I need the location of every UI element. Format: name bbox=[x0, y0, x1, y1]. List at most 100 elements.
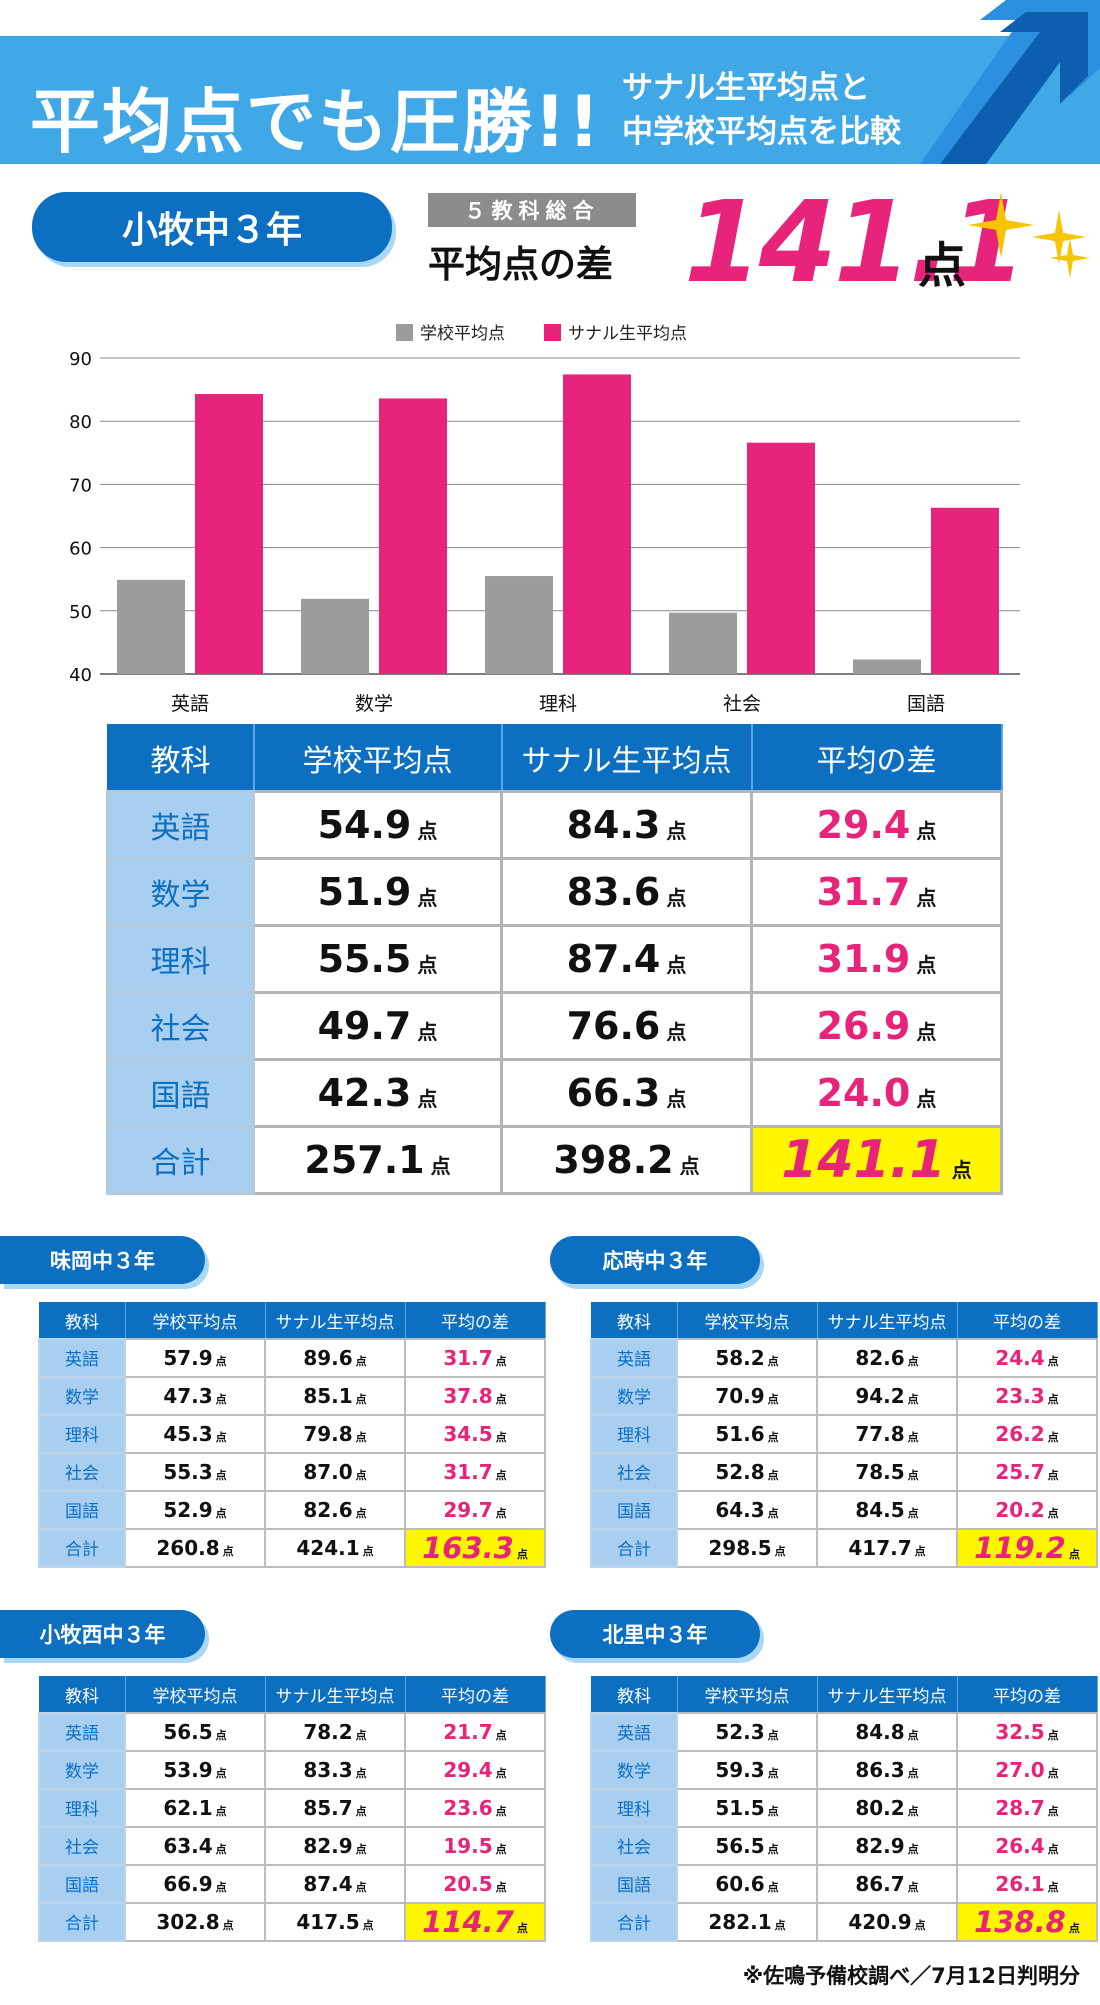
unit-label: 点 bbox=[1047, 1766, 1059, 1780]
unit-label: 点 bbox=[914, 1918, 926, 1932]
school-avg-cell: 59.3 点 bbox=[676, 1749, 818, 1790]
table-row: 国語 42.3 点 66.3 点 24.0 点 bbox=[106, 1057, 1003, 1128]
bar-school-avg bbox=[485, 576, 553, 674]
school-score-table: 教科 学校平均点 サナル生平均点 平均の差 英語 56.5 点 78.2 点 21.7 点数学 53.… bbox=[38, 1676, 546, 1942]
school-badge-label: 応時中３年 bbox=[602, 1249, 708, 1273]
subject-cell: 理科 bbox=[106, 923, 255, 994]
sanaru-avg-cell: 85.1 点 bbox=[264, 1375, 406, 1416]
school-avg-cell: 57.9 点 bbox=[124, 1337, 266, 1378]
y-tick-label: 60 bbox=[69, 539, 92, 560]
subject-cell: 理科 bbox=[38, 1413, 126, 1454]
unit-label: 点 bbox=[1047, 1842, 1059, 1856]
subject-cell: 英語 bbox=[38, 1711, 126, 1752]
diff-cell-value: 23.6 bbox=[443, 1795, 493, 1820]
subject-cell-value: 理科 bbox=[617, 1800, 651, 1820]
subject-cell: 社会 bbox=[106, 990, 255, 1061]
diff-cell-value: 20.2 bbox=[995, 1497, 1045, 1522]
unit-label: 点 bbox=[495, 1506, 507, 1520]
sanaru-avg-cell: 78.5 点 bbox=[816, 1451, 958, 1492]
school-avg-cell: 52.3 点 bbox=[676, 1711, 818, 1752]
unit-label: 点 bbox=[222, 1918, 234, 1932]
unit-label: 点 bbox=[417, 1019, 438, 1044]
sanaru-avg-cell-value: 85.7 bbox=[303, 1795, 353, 1820]
subject-cell-value: 社会 bbox=[617, 1464, 651, 1484]
unit-label: 点 bbox=[951, 1157, 972, 1182]
school-avg-cell-value: 45.3 bbox=[163, 1421, 213, 1446]
diff-cell: 114.7 点 bbox=[404, 1901, 546, 1942]
diff-cell-value: 31.7 bbox=[443, 1459, 493, 1484]
diff-cell: 34.5 点 bbox=[404, 1413, 546, 1454]
subject-cell-value: 理科 bbox=[150, 944, 211, 980]
table-row: 理科 51.6 点 77.8 点 26.2 点 bbox=[590, 1413, 1098, 1454]
school-avg-cell: 62.1 点 bbox=[124, 1787, 266, 1828]
subject-cell-value: 国語 bbox=[150, 1078, 211, 1114]
bar-sanaru-avg bbox=[379, 398, 447, 674]
diff-caption: ５教科総合 bbox=[428, 193, 636, 227]
unit-label: 点 bbox=[417, 818, 438, 843]
subject-cell: 合計 bbox=[38, 1901, 126, 1942]
sanaru-avg-cell: 78.2 点 bbox=[264, 1711, 406, 1752]
sanaru-avg-cell-value: 84.3 bbox=[566, 802, 661, 847]
school-avg-cell-value: 63.4 bbox=[163, 1833, 213, 1858]
unit-label: 点 bbox=[914, 1544, 926, 1558]
sanaru-avg-cell-value: 77.8 bbox=[855, 1421, 905, 1446]
subject-cell: 英語 bbox=[38, 1337, 126, 1378]
x-tick-label: 社会 bbox=[723, 693, 761, 715]
x-tick-label: 国語 bbox=[907, 693, 945, 715]
col-header-subject: 教科 bbox=[590, 1302, 678, 1339]
school-avg-cell: 54.9 点 bbox=[252, 789, 503, 860]
unit-label: 点 bbox=[215, 1842, 227, 1856]
sanaru-avg-cell: 87.0 点 bbox=[264, 1451, 406, 1492]
subject-cell-value: 数学 bbox=[65, 1388, 99, 1408]
subject-cell-value: 理科 bbox=[65, 1426, 99, 1446]
subject-cell-value: 数学 bbox=[65, 1762, 99, 1782]
bar-school-avg bbox=[301, 598, 369, 674]
y-tick-label: 80 bbox=[69, 412, 92, 433]
diff-total-unit: 点 bbox=[918, 238, 967, 294]
sanaru-avg-cell-value: 94.2 bbox=[855, 1383, 905, 1408]
subject-cell-value: 英語 bbox=[617, 1724, 651, 1744]
table-row: 社会 49.7 点 76.6 点 26.9 点 bbox=[106, 990, 1003, 1061]
unit-label: 点 bbox=[1047, 1506, 1059, 1520]
school-avg-cell: 51.9 点 bbox=[252, 856, 503, 927]
unit-label: 点 bbox=[666, 885, 687, 910]
unit-label: 点 bbox=[215, 1468, 227, 1482]
unit-label: 点 bbox=[767, 1842, 779, 1856]
diff-cell: 28.7 点 bbox=[956, 1787, 1098, 1828]
table-total-row: 合計 282.1 点 420.9 点 138.8 点 bbox=[590, 1901, 1098, 1942]
unit-label: 点 bbox=[679, 1153, 700, 1178]
unit-label: 点 bbox=[1047, 1392, 1059, 1406]
table-row: 英語 58.2 点 82.6 点 24.4 点 bbox=[590, 1337, 1098, 1378]
school-avg-cell-value: 59.3 bbox=[715, 1757, 765, 1782]
table-header-row: 教科 学校平均点 サナル生平均点 平均の差 bbox=[590, 1676, 1098, 1713]
school-score-table: 教科 学校平均点 サナル生平均点 平均の差 英語 52.3 点 84.8 点 32.5 点数学 59.… bbox=[590, 1676, 1098, 1942]
school-avg-cell: 302.8 点 bbox=[124, 1901, 266, 1942]
unit-label: 点 bbox=[666, 1086, 687, 1111]
school-badge-label: 味岡中３年 bbox=[50, 1249, 155, 1273]
diff-cell-value: 26.9 bbox=[816, 1003, 911, 1048]
sanaru-avg-cell-value: 83.6 bbox=[566, 869, 661, 914]
subject-cell: 合計 bbox=[38, 1527, 126, 1568]
col-header-school-avg: 学校平均点 bbox=[124, 1676, 266, 1713]
unit-label: 点 bbox=[495, 1354, 507, 1368]
subject-cell-value: 英語 bbox=[617, 1350, 651, 1370]
diff-cell-value: 28.7 bbox=[995, 1795, 1045, 1820]
school-avg-cell: 52.9 点 bbox=[124, 1489, 266, 1530]
school-avg-cell: 56.5 点 bbox=[124, 1711, 266, 1752]
unit-label: 点 bbox=[495, 1842, 507, 1856]
diff-cell: 25.7 点 bbox=[956, 1451, 1098, 1492]
school-avg-cell-value: 60.6 bbox=[715, 1871, 765, 1896]
diff-cell: 32.5 点 bbox=[956, 1711, 1098, 1752]
col-header-diff: 平均の差 bbox=[956, 1676, 1098, 1713]
unit-label: 点 bbox=[907, 1766, 919, 1780]
table-total-row: 合計 298.5 点 417.7 点 119.2 点 bbox=[590, 1527, 1098, 1568]
school-avg-cell: 42.3 点 bbox=[252, 1057, 503, 1128]
school-avg-cell: 66.9 点 bbox=[124, 1863, 266, 1904]
unit-label: 点 bbox=[1068, 1547, 1080, 1561]
subject-cell: 数学 bbox=[106, 856, 255, 927]
diff-cell: 119.2 点 bbox=[956, 1527, 1098, 1568]
unit-label: 点 bbox=[495, 1392, 507, 1406]
diff-cell-value: 119.2 bbox=[974, 1530, 1066, 1565]
subject-cell: 英語 bbox=[590, 1711, 678, 1752]
